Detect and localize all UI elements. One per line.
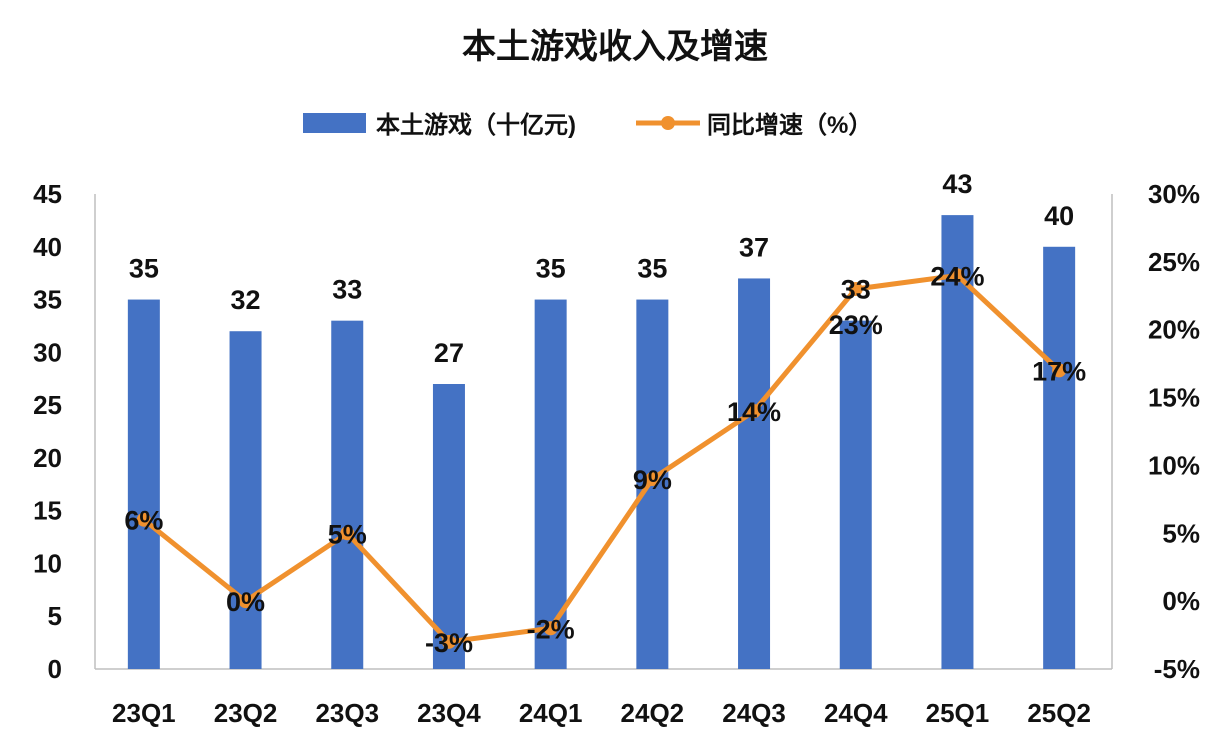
growth-value-label: 17% bbox=[1032, 356, 1086, 386]
bar-value-label: 32 bbox=[231, 285, 261, 315]
x-tick-label: 23Q1 bbox=[112, 698, 176, 728]
bar-value-label: 33 bbox=[332, 275, 362, 305]
growth-value-label: 24% bbox=[930, 261, 984, 291]
bar bbox=[1043, 246, 1076, 669]
growth-value-label: 5% bbox=[328, 519, 367, 549]
growth-value-label: 0% bbox=[226, 587, 265, 617]
growth-value-label: 23% bbox=[829, 310, 883, 340]
left-tick-label: 10 bbox=[33, 548, 62, 578]
left-tick-label: 45 bbox=[33, 179, 62, 209]
right-tick-label: 5% bbox=[1162, 518, 1200, 548]
growth-value-label: 14% bbox=[727, 397, 781, 427]
line-point bbox=[543, 621, 558, 636]
right-tick-label: 15% bbox=[1148, 383, 1200, 413]
left-tick-label: 25 bbox=[33, 390, 62, 420]
bar-value-label: 35 bbox=[129, 254, 159, 284]
left-tick-label: 0 bbox=[48, 654, 62, 684]
bar bbox=[738, 278, 771, 669]
right-tick-label: 25% bbox=[1148, 247, 1200, 277]
right-tick-label: 30% bbox=[1148, 179, 1200, 209]
x-tick-label: 24Q3 bbox=[722, 698, 786, 728]
growth-value-label: 9% bbox=[633, 465, 672, 495]
bar bbox=[331, 320, 364, 669]
legend-line-marker bbox=[661, 116, 675, 130]
right-tick-label: 10% bbox=[1148, 450, 1200, 480]
growth-line bbox=[142, 272, 1061, 645]
line-point bbox=[645, 472, 660, 486]
x-tick-label: 23Q4 bbox=[417, 698, 481, 728]
bar bbox=[941, 215, 974, 669]
bar bbox=[229, 331, 262, 669]
x-tick-label: 24Q4 bbox=[824, 698, 888, 728]
left-tick-label: 20 bbox=[33, 443, 62, 473]
legend-line-label: 同比增速（%） bbox=[707, 111, 872, 139]
bar-value-label: 43 bbox=[942, 169, 972, 199]
x-tick-label: 23Q2 bbox=[214, 698, 278, 728]
bar bbox=[127, 299, 160, 669]
left-tick-label: 40 bbox=[33, 232, 62, 262]
left-tick-label: 15 bbox=[33, 496, 62, 526]
bar-value-label: 35 bbox=[536, 254, 566, 284]
x-tick-label: 24Q1 bbox=[519, 698, 583, 728]
left-tick-label: 35 bbox=[33, 285, 62, 315]
bar-value-label: 33 bbox=[841, 275, 871, 305]
line-point bbox=[950, 268, 965, 283]
legend-bar-label: 本土游戏（十亿元) bbox=[376, 111, 576, 139]
line-point bbox=[441, 634, 456, 649]
legend-bar-swatch bbox=[303, 113, 366, 133]
line-point bbox=[136, 512, 151, 527]
left-tick-label: 30 bbox=[33, 337, 62, 367]
chart-title: 本土游戏收入及增速 bbox=[462, 28, 768, 66]
growth-value-label: -3% bbox=[425, 628, 473, 658]
bar-value-label: 37 bbox=[739, 232, 769, 262]
bar-value-label: 27 bbox=[434, 338, 464, 368]
growth-value-label: 6% bbox=[124, 506, 163, 536]
legend: 本土游戏（十亿元) 同比增速（%） bbox=[303, 111, 872, 139]
x-tick-label: 24Q2 bbox=[621, 698, 685, 728]
bar bbox=[432, 384, 465, 669]
right-tick-label: -5% bbox=[1154, 654, 1200, 684]
line-point bbox=[1052, 363, 1067, 378]
line-point bbox=[340, 526, 355, 541]
growth-value-label: -2% bbox=[527, 614, 575, 644]
x-tick-label: 23Q3 bbox=[315, 698, 379, 728]
x-tick-label: 25Q1 bbox=[926, 698, 990, 728]
right-tick-label: 0% bbox=[1162, 586, 1200, 616]
line-point bbox=[848, 282, 863, 296]
bar bbox=[534, 299, 567, 669]
line-point bbox=[238, 594, 253, 609]
bar-value-label: 35 bbox=[637, 254, 667, 284]
bar-value-label: 40 bbox=[1044, 201, 1074, 231]
line-point bbox=[747, 404, 762, 419]
x-tick-label: 25Q2 bbox=[1027, 698, 1091, 728]
right-tick-label: 20% bbox=[1148, 315, 1200, 345]
left-tick-label: 5 bbox=[48, 601, 62, 631]
bar bbox=[839, 320, 872, 669]
